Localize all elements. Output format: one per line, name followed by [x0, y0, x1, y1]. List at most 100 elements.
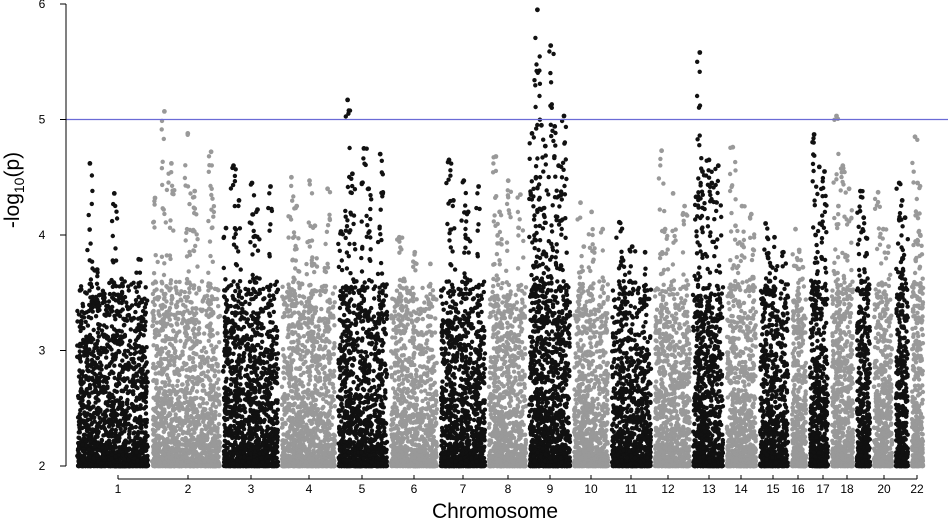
snp-point: [93, 400, 98, 405]
snp-point: [179, 298, 184, 303]
snp-point: [79, 371, 85, 376]
chromosome-1-points: [75, 161, 151, 469]
snp-point: [248, 391, 253, 397]
snp-point: [161, 272, 167, 278]
snp-point: [172, 357, 177, 362]
snp-point: [191, 317, 196, 323]
snp-point: [183, 238, 188, 243]
snp-point: [137, 270, 143, 275]
snp-point: [201, 438, 206, 443]
snp-point: [124, 408, 129, 413]
snp-point: [157, 460, 163, 465]
snp-point: [235, 462, 240, 468]
snp-point: [191, 416, 196, 421]
snp-point: [270, 320, 275, 325]
snp-point: [103, 307, 109, 313]
snp-point: [200, 388, 205, 393]
snp-point: [257, 463, 263, 468]
snp-point: [248, 451, 253, 457]
snp-point: [192, 367, 197, 372]
snp-point: [109, 218, 115, 224]
snp-point: [136, 284, 142, 289]
snp-point: [221, 364, 227, 369]
snp-point: [192, 321, 198, 327]
snp-point: [142, 372, 148, 377]
snp-point: [136, 326, 141, 331]
snp-point: [210, 225, 215, 230]
snp-point: [208, 183, 213, 189]
snp-point: [110, 404, 116, 410]
snp-point: [124, 449, 129, 454]
data-points: [75, 7, 926, 469]
snp-point: [94, 395, 99, 400]
snp-point: [196, 331, 202, 336]
snp-point: [213, 391, 219, 396]
snp-point: [87, 405, 92, 410]
snp-point: [113, 258, 119, 263]
snp-point: [231, 351, 236, 356]
snp-point: [83, 411, 88, 416]
snp-point: [161, 366, 166, 371]
snp-point: [222, 397, 227, 403]
snp-point: [229, 377, 234, 382]
snp-point: [269, 426, 274, 431]
snp-point: [142, 454, 147, 459]
snp-point: [266, 378, 271, 384]
snp-point: [150, 299, 156, 305]
snp-point: [255, 342, 260, 348]
snp-point: [155, 411, 161, 416]
snp-point: [208, 378, 213, 383]
snp-point: [211, 449, 216, 454]
snp-point: [76, 414, 82, 419]
snp-point: [114, 382, 119, 387]
snp-point: [88, 462, 94, 468]
snp-point: [134, 289, 139, 294]
snp-point: [251, 228, 256, 234]
snp-point: [238, 382, 243, 387]
snp-point: [267, 363, 272, 369]
snp-point: [206, 218, 211, 224]
snp-point: [229, 371, 235, 376]
snp-point: [143, 430, 148, 435]
snp-point: [159, 166, 165, 171]
snp-point: [93, 314, 99, 319]
snp-point: [248, 349, 253, 354]
snp-point: [211, 437, 216, 442]
snp-point: [208, 389, 214, 395]
snp-point: [95, 431, 101, 436]
snp-point: [214, 361, 219, 366]
snp-point: [254, 445, 260, 450]
snp-point: [173, 279, 179, 285]
snp-point: [248, 354, 253, 359]
snp-point: [239, 365, 244, 370]
snp-point: [233, 345, 238, 350]
snp-point: [204, 308, 209, 313]
snp-point: [257, 416, 263, 422]
snp-point: [194, 212, 199, 217]
snp-point: [269, 385, 274, 391]
snp-point: [162, 452, 167, 457]
snp-point: [110, 392, 115, 398]
snp-point: [203, 412, 209, 417]
snp-point: [109, 427, 115, 432]
snp-point: [209, 365, 214, 370]
snp-point: [159, 346, 165, 351]
snp-point: [180, 382, 185, 387]
snp-point: [194, 420, 199, 426]
snp-point: [194, 291, 199, 296]
snp-point: [164, 187, 170, 193]
snp-point: [247, 220, 252, 225]
snp-point: [78, 377, 84, 383]
snp-point: [144, 379, 150, 384]
snp-point: [199, 371, 205, 376]
snp-point: [118, 395, 124, 401]
snp-point: [164, 284, 169, 289]
snp-point: [192, 445, 197, 450]
snp-point: [231, 411, 236, 416]
snp-point: [100, 296, 106, 301]
snp-point: [134, 449, 139, 455]
snp-point: [143, 319, 148, 324]
snp-point: [143, 424, 149, 429]
snp-point: [197, 325, 202, 331]
snp-point: [204, 401, 210, 406]
